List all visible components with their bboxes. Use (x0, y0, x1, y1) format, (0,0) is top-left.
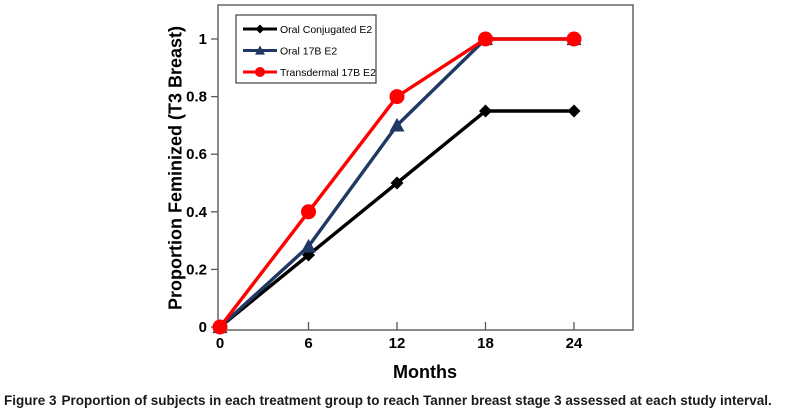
y-axis-title: Proportion Feminized (T3 Breast) (165, 25, 186, 311)
legend-marker-oral-17b-e2 (255, 45, 265, 55)
figure-caption-text: Proportion of subjects in each treatment… (61, 393, 772, 408)
data-point-oral-17b-e2-12 (389, 117, 405, 132)
data-point-oral-conjugated-e2-24 (567, 104, 581, 118)
data-point-oral-17b-e2-6 (301, 238, 316, 253)
figure-caption: Figure 3 Proportion of subjects in each t… (4, 393, 792, 408)
x-axis-tick-label: 12 (389, 335, 406, 352)
figure-caption-label: Figure 3 (4, 393, 57, 408)
legend-label-oral-conjugated-e2: Oral Conjugated E2 (280, 24, 372, 36)
x-axis-tick-label: 6 (304, 335, 312, 352)
x-axis-tick-label: 0 (216, 335, 224, 352)
y-axis-tick-label: 1 (199, 31, 207, 48)
data-point-transdermal-17b-e2-6 (301, 204, 316, 220)
y-axis-tick-label: 0.4 (186, 204, 208, 221)
chart-canvas: 0 6 12 18 24 0 0.2 0.4 0.6 0.8 1 Oral Conjugated E2… (186, 4, 634, 352)
y-axis-tick-label: 0 (199, 319, 207, 336)
x-axis-tick-label: 24 (566, 335, 583, 352)
legend-marker-transdermal-17b-e2 (255, 67, 265, 77)
y-axis-tick-label: 0.2 (186, 261, 207, 278)
x-axis-title: Months (393, 362, 457, 382)
legend-label-transdermal-17b-e2: Transdermal 17B E2 (280, 67, 376, 79)
data-point-oral-conjugated-e2-12 (390, 176, 404, 190)
data-point-transdermal-17b-e2-0 (212, 319, 228, 335)
data-point-transdermal-17b-e2-24 (566, 31, 582, 47)
legend-marker-oral-conjugated-e2 (255, 24, 265, 34)
y-axis-tick-label: 0.6 (186, 146, 207, 163)
data-point-oral-conjugated-e2-18 (479, 104, 492, 118)
x-axis-tick-label: 18 (477, 335, 494, 352)
legend-label-oral-17b-e2: Oral 17B E2 (280, 46, 337, 58)
data-point-transdermal-17b-e2-18 (478, 31, 493, 47)
data-point-transdermal-17b-e2-12 (389, 89, 405, 105)
y-axis-tick-label: 0.8 (186, 89, 207, 106)
